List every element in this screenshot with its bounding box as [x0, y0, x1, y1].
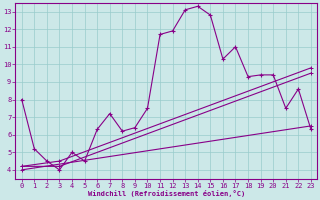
- X-axis label: Windchill (Refroidissement éolien,°C): Windchill (Refroidissement éolien,°C): [88, 190, 245, 197]
